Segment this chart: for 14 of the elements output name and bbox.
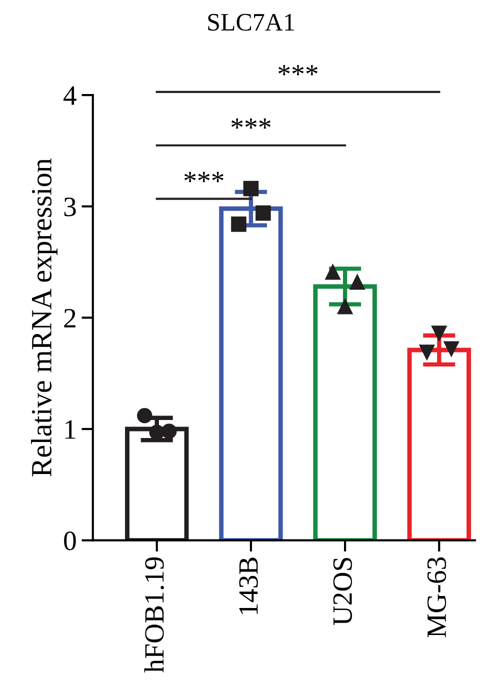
x-tick-label: U2OS <box>333 558 352 626</box>
text: *** <box>278 65 318 76</box>
x-tick-label: 143B <box>239 558 258 614</box>
y-tick-label: 2 <box>64 308 76 328</box>
y-tick-label: 3 <box>64 198 76 216</box>
annotation: *** <box>184 172 224 182</box>
y-tick-label: 1 <box>65 420 76 439</box>
y-tick-label: 0 <box>64 531 76 550</box>
y-tick-label: 4 <box>64 86 76 105</box>
annotation: *** <box>231 118 270 129</box>
y-axis-title: Relative mRNA expression <box>31 158 58 476</box>
x-tick-label: hFOB1.19 <box>144 557 164 673</box>
x-tick-label: MG-63 <box>427 557 446 638</box>
chart-title: SLC7A1 <box>208 14 294 31</box>
